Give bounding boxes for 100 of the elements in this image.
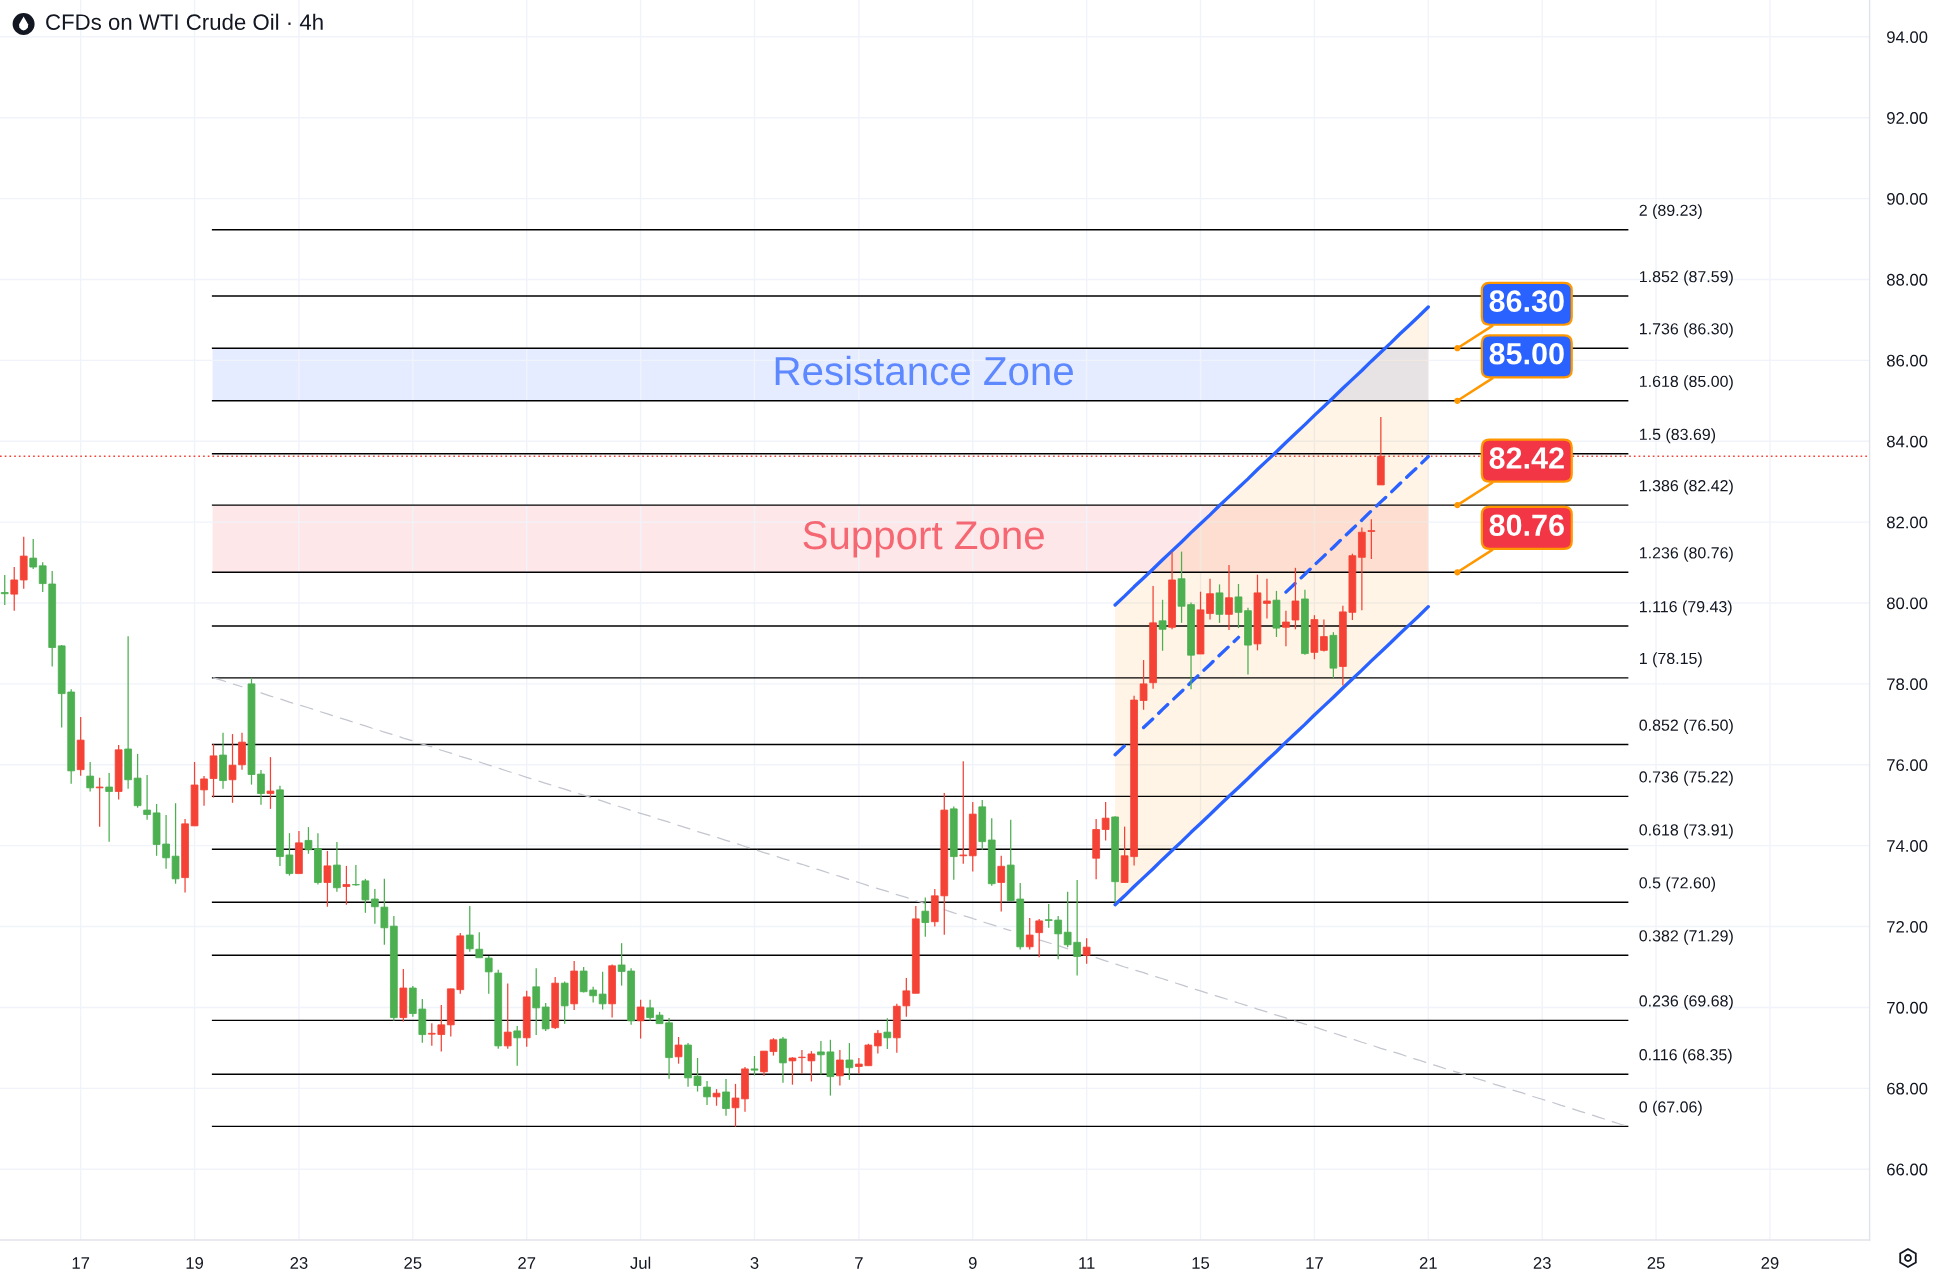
candlestick bbox=[19, 536, 28, 590]
ref-line-label: 0.382 (71.29) bbox=[1639, 929, 1733, 945]
candlestick bbox=[1320, 618, 1328, 653]
candlestick bbox=[541, 1002, 550, 1032]
candlestick bbox=[342, 865, 351, 906]
candlestick bbox=[323, 850, 332, 908]
x-tick-label: 23 bbox=[290, 1257, 308, 1269]
x-tick-label: 11 bbox=[1079, 1257, 1095, 1269]
y-tick-label: 76.00 bbox=[1887, 759, 1928, 771]
ref-line-label: 0.618 (73.91) bbox=[1639, 823, 1733, 839]
x-tick-label: 25 bbox=[404, 1257, 422, 1269]
candlestick bbox=[883, 1017, 892, 1050]
x-tick-label: 19 bbox=[186, 1257, 204, 1269]
ref-line-label: 0.852 (76.50) bbox=[1639, 719, 1733, 734]
ref-line-label: 1 (78.15) bbox=[1640, 652, 1702, 668]
ref-line-label: 1.736 (86.30) bbox=[1640, 322, 1733, 338]
candlestick bbox=[532, 967, 541, 1036]
candlestick bbox=[845, 1042, 854, 1081]
candlestick bbox=[902, 977, 911, 1018]
candlestick bbox=[143, 774, 151, 821]
candlestick bbox=[0, 574, 9, 606]
candlestick bbox=[503, 982, 512, 1050]
y-tick-label: 90.00 bbox=[1887, 192, 1928, 205]
candlestick bbox=[1158, 599, 1167, 652]
candlestick bbox=[750, 1055, 759, 1077]
y-tick-label: 92.00 bbox=[1887, 112, 1928, 124]
band-label: Resistance Zone bbox=[775, 355, 1073, 386]
candlestick bbox=[921, 896, 930, 938]
x-tick-label: 29 bbox=[1761, 1257, 1779, 1269]
candlestick bbox=[465, 905, 474, 953]
y-tick-label: 86.00 bbox=[1886, 354, 1928, 367]
candlestick bbox=[646, 999, 654, 1022]
annotation: 80.76 bbox=[1489, 514, 1564, 537]
candlestick bbox=[1082, 937, 1091, 965]
x-tick-label: 7 bbox=[855, 1257, 863, 1269]
candlestick bbox=[1025, 917, 1034, 951]
candlestick bbox=[722, 1078, 730, 1117]
ref-line-label: 1.116 (79.43) bbox=[1640, 600, 1732, 616]
line-series bbox=[1113, 305, 1430, 607]
x-tick-label: 9 bbox=[968, 1257, 977, 1269]
candlestick bbox=[959, 760, 968, 865]
y-tick-label: 80.00 bbox=[1886, 597, 1928, 610]
candlestick bbox=[779, 1036, 787, 1084]
x-tick-label: 17 bbox=[1306, 1257, 1323, 1269]
candlestick bbox=[703, 1080, 711, 1106]
candlestick bbox=[1291, 567, 1300, 630]
candlestick bbox=[238, 732, 246, 771]
x-tick-label: 21 bbox=[1419, 1257, 1437, 1269]
candlestick bbox=[997, 855, 1006, 913]
band-label: Support Zone bbox=[803, 521, 1044, 558]
x-tick-label: 25 bbox=[1647, 1257, 1665, 1269]
y-tick-label: 88.00 bbox=[1886, 273, 1928, 286]
ref-line-label: 0.116 (68.35) bbox=[1639, 1048, 1732, 1064]
ref-line-label: 0 (67.06) bbox=[1639, 1100, 1702, 1116]
y-tick-label: 82.00 bbox=[1886, 516, 1928, 529]
ref-line-label: 0.736 (75.22) bbox=[1639, 770, 1733, 786]
candlestick bbox=[95, 777, 104, 828]
annotation: 85.00 bbox=[1489, 342, 1564, 365]
line-series bbox=[1113, 604, 1430, 907]
candlestick bbox=[333, 841, 341, 893]
y-tick-label: 74.00 bbox=[1887, 840, 1928, 852]
x-tick-label: Jul bbox=[630, 1256, 651, 1269]
candlestick bbox=[266, 756, 275, 810]
x-tick-label: 15 bbox=[1192, 1257, 1210, 1269]
candlestick bbox=[1215, 583, 1224, 624]
candlestick bbox=[1139, 659, 1148, 711]
x-tick-label: 27 bbox=[518, 1257, 536, 1269]
candlestick bbox=[674, 1036, 683, 1065]
candlestick bbox=[1282, 610, 1290, 647]
candlestick bbox=[513, 1025, 522, 1067]
ref-line-label: 1.236 (80.76) bbox=[1640, 546, 1733, 562]
annotation: 86.30 bbox=[1489, 290, 1564, 313]
y-tick-label: 78.00 bbox=[1887, 678, 1928, 691]
ref-line-label: 1.852 (87.59) bbox=[1640, 270, 1733, 286]
candlestick bbox=[1367, 518, 1376, 560]
x-tick-label: 23 bbox=[1533, 1257, 1551, 1269]
candlestick bbox=[1101, 801, 1110, 842]
ref-line-label: 1.386 (82.42) bbox=[1640, 479, 1733, 495]
ref-line-label: 1.5 (83.69) bbox=[1640, 428, 1716, 444]
candlestick bbox=[874, 1029, 882, 1055]
chart-title: CFDs on WTI Crude Oil · 4h bbox=[46, 13, 323, 30]
candlestick bbox=[86, 761, 94, 793]
candlestick bbox=[228, 733, 237, 804]
x-tick-label: 17 bbox=[72, 1257, 90, 1269]
y-tick-label: 72.00 bbox=[1887, 920, 1928, 933]
candlestick bbox=[10, 566, 19, 612]
y-tick-label: 66.00 bbox=[1887, 1163, 1928, 1176]
candlestick bbox=[475, 931, 484, 959]
ref-line-label: 2 (89.23) bbox=[1639, 204, 1702, 220]
candlestick bbox=[598, 971, 607, 1011]
candlestick bbox=[29, 538, 38, 570]
candlestick bbox=[836, 1049, 844, 1087]
y-tick-label: 94.00 bbox=[1887, 31, 1928, 44]
candlestick bbox=[1035, 918, 1044, 958]
y-tick-label: 84.00 bbox=[1886, 435, 1928, 448]
x-tick-label: 3 bbox=[750, 1257, 759, 1269]
candlestick bbox=[171, 802, 180, 885]
annotation: 82.42 bbox=[1489, 447, 1564, 469]
candlestick bbox=[560, 980, 569, 1025]
y-tick-label: 68.00 bbox=[1887, 1082, 1928, 1095]
